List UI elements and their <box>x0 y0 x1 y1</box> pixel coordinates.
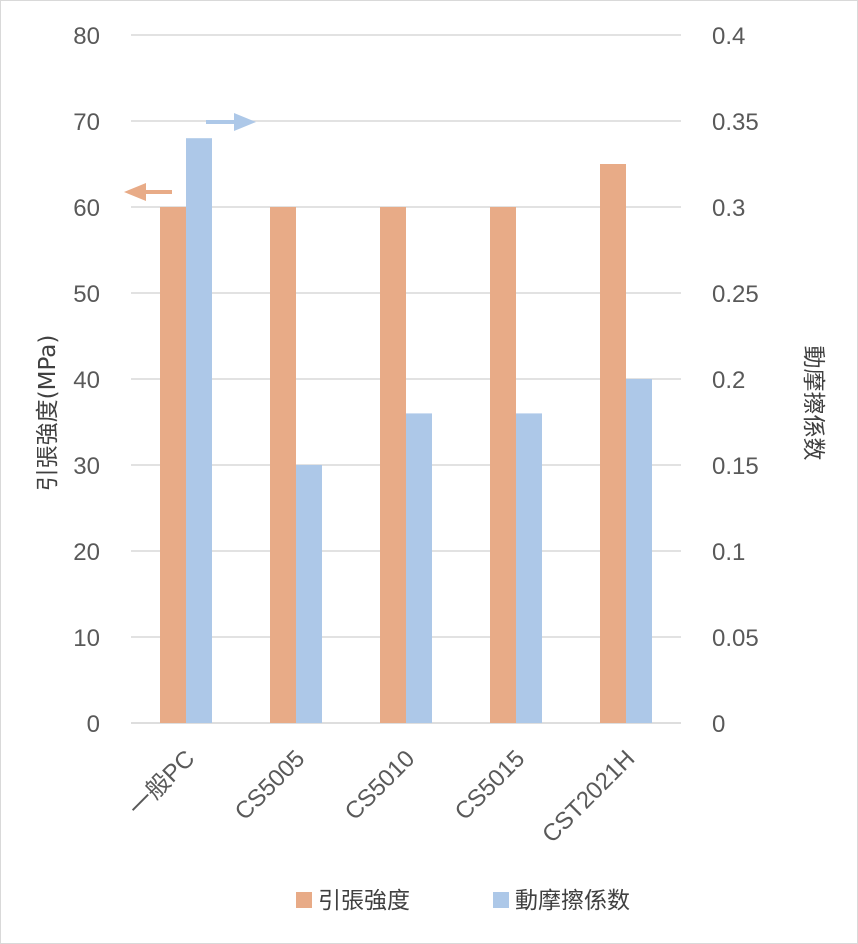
legend-swatch <box>296 892 312 908</box>
bar-tensile-strength <box>380 207 406 723</box>
bar-friction-coefficient <box>186 138 212 723</box>
bar-tensile-strength <box>270 207 296 723</box>
legend-swatch <box>493 892 509 908</box>
right-tick-label: 0.05 <box>712 625 759 652</box>
left-tick-label: 60 <box>73 195 100 222</box>
left-axis-title: 引張強度(MPa) <box>35 335 61 492</box>
right-tick-label: 0.25 <box>712 281 759 308</box>
left-tick-label: 0 <box>87 711 100 738</box>
bars <box>160 138 652 723</box>
right-tick-label: 0.1 <box>712 539 745 566</box>
right-tick-label: 0.35 <box>712 109 759 136</box>
right-tick-label: 0.15 <box>712 453 759 480</box>
left-tick-label: 30 <box>73 453 100 480</box>
legend: 引張強度 動摩擦係数 <box>296 888 630 914</box>
left-tick-label: 20 <box>73 539 100 566</box>
bar-tensile-strength <box>160 207 186 723</box>
right-tick-label: 0.3 <box>712 195 745 222</box>
category-label: CST2021H <box>537 745 640 848</box>
category-label: CS5005 <box>230 745 310 825</box>
bar-friction-coefficient <box>296 465 322 723</box>
left-tick-label: 70 <box>73 109 100 136</box>
right-tick-label: 0.2 <box>712 367 745 394</box>
bar-friction-coefficient <box>626 379 652 723</box>
left-tick-label: 80 <box>73 23 100 50</box>
left-axis-ticks: 0 10 20 30 40 50 60 70 80 <box>73 23 100 738</box>
axis-indicator-arrows <box>124 113 256 201</box>
category-label: CS5010 <box>340 745 420 825</box>
right-axis-title: 動摩擦係数 <box>800 346 826 461</box>
bar-tensile-strength <box>490 207 516 723</box>
right-tick-label: 0.4 <box>712 23 745 50</box>
category-label: 一般PC <box>124 745 201 822</box>
right-axis-ticks: 0 0.05 0.1 0.15 0.2 0.25 0.3 0.35 0.4 <box>712 23 759 738</box>
right-arrow-icon <box>234 113 256 131</box>
left-arrow-icon <box>124 183 146 201</box>
category-label: CS5015 <box>450 745 530 825</box>
left-tick-label: 40 <box>73 367 100 394</box>
left-tick-label: 10 <box>73 625 100 652</box>
bar-friction-coefficient <box>516 413 542 723</box>
category-axis-labels: 一般PC CS5005 CS5010 CS5015 CST2021H <box>124 745 641 848</box>
right-tick-label: 0 <box>712 711 725 738</box>
bar-friction-coefficient <box>406 413 432 723</box>
left-tick-label: 50 <box>73 281 100 308</box>
legend-label: 動摩擦係数 <box>515 888 630 914</box>
legend-label: 引張強度 <box>318 888 410 914</box>
bar-tensile-strength <box>600 164 626 723</box>
